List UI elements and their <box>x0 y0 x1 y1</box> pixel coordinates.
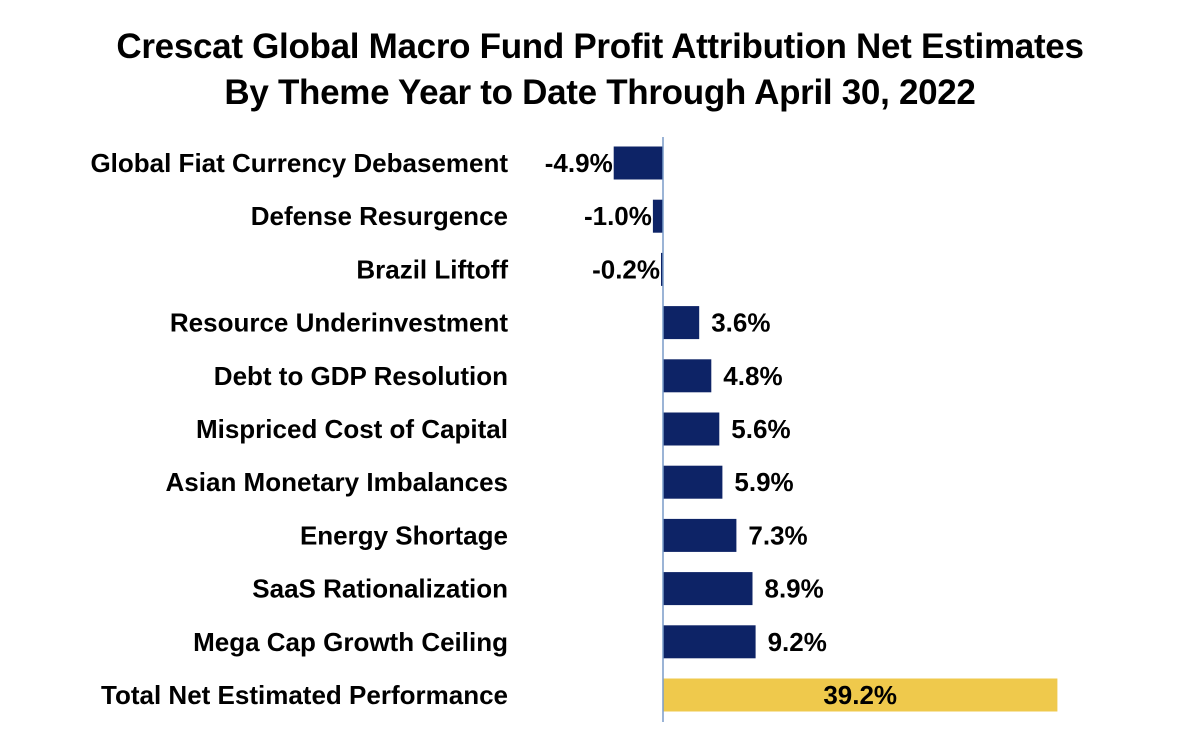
value-label-brazil-liftoff: -0.2% <box>592 254 660 284</box>
bar-global-fiat-currency-debasement <box>613 146 663 180</box>
category-label-energy-shortage: Energy Shortage <box>300 520 508 550</box>
category-label-asian-monetary-imbalances: Asian Monetary Imbalances <box>166 467 508 497</box>
bars-layer <box>613 146 1058 712</box>
bar-resource-underinvestment <box>663 306 700 340</box>
chart-title-line-2: By Theme Year to Date Through April 30, … <box>224 73 976 112</box>
value-label-energy-shortage: 7.3% <box>748 520 807 550</box>
value-label-resource-underinvestment: 3.6% <box>711 308 770 338</box>
bar-debt-to-gdp-resolution <box>663 359 712 393</box>
category-label-total-net-estimated-performance: Total Net Estimated Performance <box>101 680 508 710</box>
value-label-mispriced-cost-of-capital: 5.6% <box>731 414 790 444</box>
value-label-asian-monetary-imbalances: 5.9% <box>734 467 793 497</box>
chart-title: Crescat Global Macro Fund Profit Attribu… <box>0 24 1200 116</box>
bar-asian-monetary-imbalances <box>663 465 723 499</box>
value-label-global-fiat-currency-debasement: -4.9% <box>545 148 613 178</box>
bar-energy-shortage <box>663 518 737 552</box>
bar-mega-cap-growth-ceiling <box>663 625 756 659</box>
bar-defense-resurgence <box>652 199 663 233</box>
value-label-debt-to-gdp-resolution: 4.8% <box>723 361 782 391</box>
category-label-global-fiat-currency-debasement: Global Fiat Currency Debasement <box>90 148 508 178</box>
bar-total-net-estimated-performance <box>663 678 1058 712</box>
category-label-defense-resurgence: Defense Resurgence <box>251 201 508 231</box>
category-label-resource-underinvestment: Resource Underinvestment <box>170 308 508 338</box>
value-label-total-net-estimated-performance: 39.2% <box>823 680 897 710</box>
bar-mispriced-cost-of-capital <box>663 412 720 446</box>
bar-saas-rationalization <box>663 572 753 606</box>
category-label-debt-to-gdp-resolution: Debt to GDP Resolution <box>214 361 508 391</box>
value-label-defense-resurgence: -1.0% <box>584 201 652 231</box>
category-label-brazil-liftoff: Brazil Liftoff <box>356 254 508 284</box>
chart-title-line-1: Crescat Global Macro Fund Profit Attribu… <box>116 27 1084 66</box>
value-label-mega-cap-growth-ceiling: 9.2% <box>768 627 827 657</box>
value-label-saas-rationalization: 8.9% <box>765 574 824 604</box>
category-label-mega-cap-growth-ceiling: Mega Cap Growth Ceiling <box>193 627 508 657</box>
category-label-mispriced-cost-of-capital: Mispriced Cost of Capital <box>196 414 508 444</box>
bar-brazil-liftoff <box>661 252 663 286</box>
labels-layer: Global Fiat Currency Debasement -4.9% Defe… <box>90 148 897 710</box>
category-label-saas-rationalization: SaaS Rationalization <box>252 574 508 604</box>
